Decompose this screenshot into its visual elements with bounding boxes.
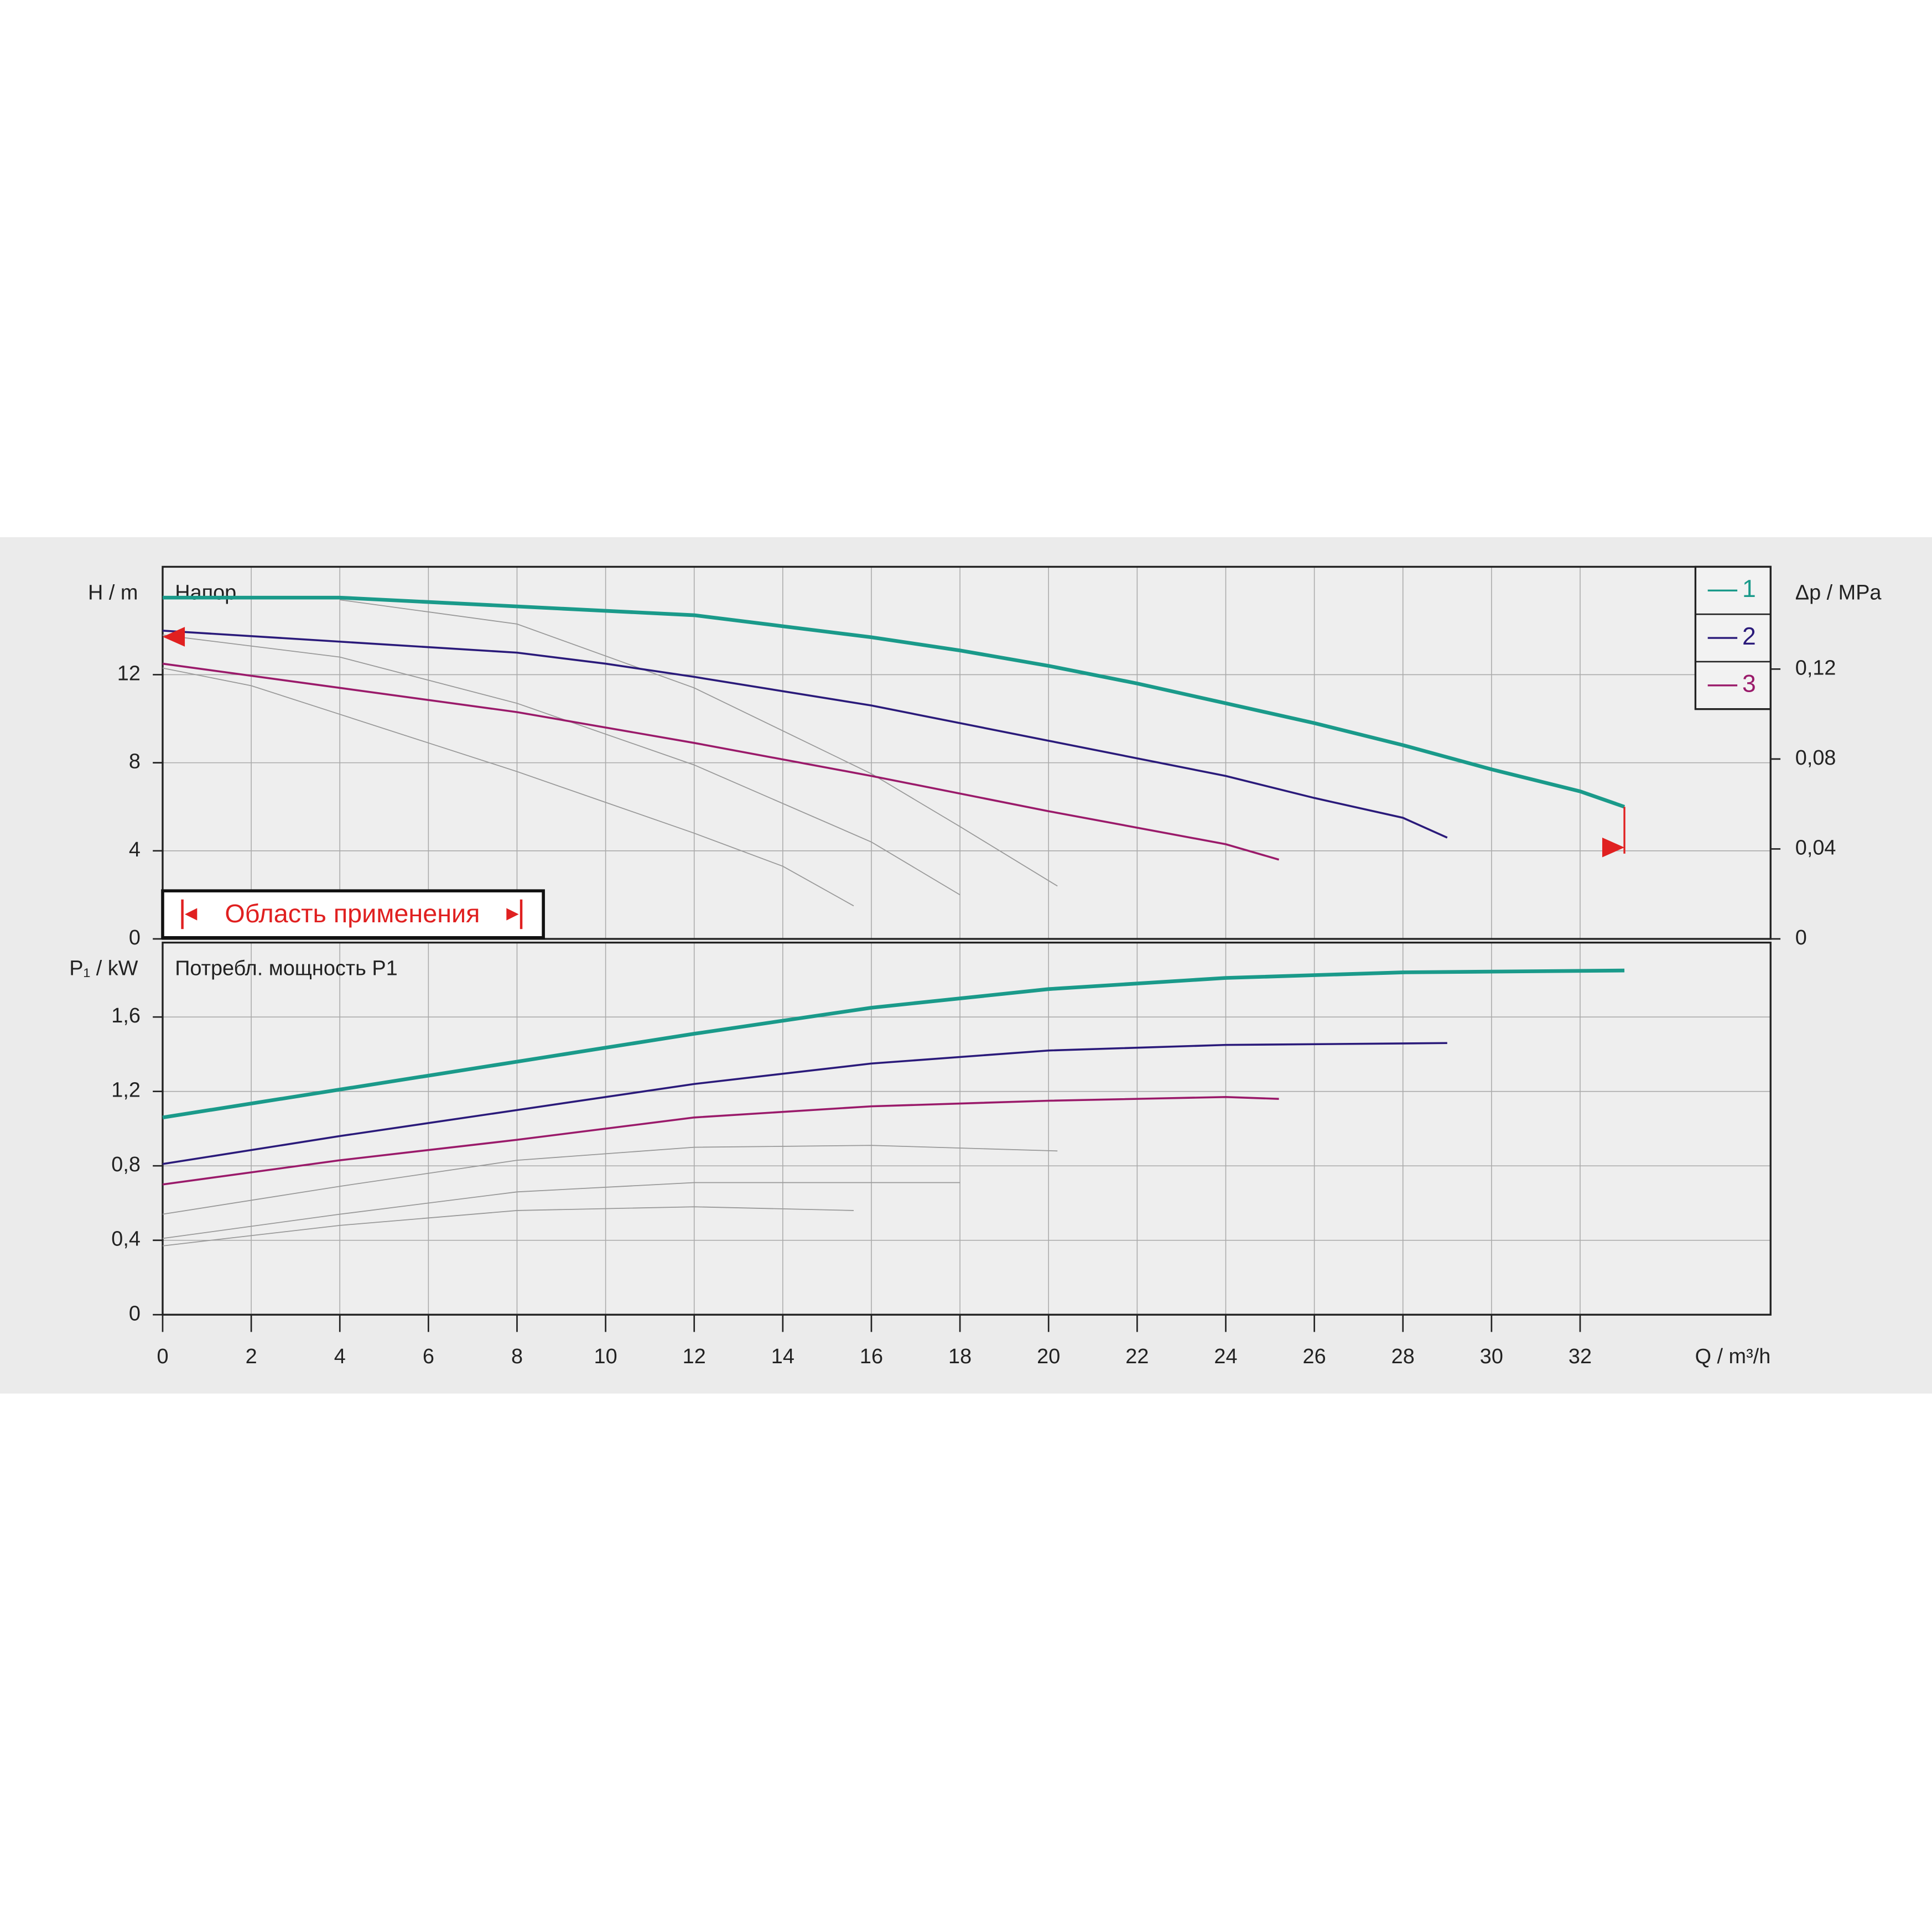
x-tick-label: 12 — [683, 1345, 706, 1368]
y-tick-label: 1,6 — [111, 1004, 141, 1027]
y-tick-label: 0 — [129, 926, 141, 949]
y2-tick-label: 0 — [1795, 926, 1807, 949]
series-line — [162, 1096, 1279, 1186]
y-tick-label: 4 — [129, 838, 141, 861]
x-tick-label: 32 — [1569, 1345, 1592, 1368]
y-tick-label: 0,8 — [111, 1153, 141, 1176]
x-tick-label: 18 — [948, 1345, 972, 1368]
x-tick-label: 4 — [334, 1345, 346, 1368]
legend-label: 2 — [1742, 623, 1756, 650]
x-tick-label: 0 — [157, 1345, 168, 1368]
x-tick-label: 26 — [1303, 1345, 1326, 1368]
range-marker — [162, 627, 185, 647]
series-line — [162, 630, 1448, 839]
panel-label: Напор — [175, 581, 236, 604]
range-marker — [1602, 837, 1625, 858]
series-line — [162, 1042, 1447, 1165]
x-tick-label: 10 — [594, 1345, 617, 1368]
plot-area — [162, 567, 1771, 939]
legend-label: 1 — [1742, 575, 1756, 603]
y-tick-label: 1,2 — [111, 1079, 141, 1102]
x-tick-label: 24 — [1214, 1345, 1237, 1368]
range-arrow — [506, 908, 519, 921]
series-line — [162, 667, 854, 907]
legend-label: 3 — [1742, 671, 1756, 698]
y-axis-label: P₁ / kW — [69, 957, 138, 980]
x-tick-label: 22 — [1125, 1345, 1149, 1368]
series-line — [162, 595, 1625, 809]
series-line — [162, 634, 960, 896]
y-tick-label: 8 — [129, 750, 141, 773]
y2-tick-label: 0,04 — [1795, 836, 1836, 859]
annotation-box — [161, 889, 545, 939]
series-line — [162, 1206, 854, 1247]
annotation-text: Область применения — [225, 899, 480, 928]
x-tick-label: 2 — [246, 1345, 257, 1368]
plot-area — [162, 942, 1771, 1315]
y-tick-label: 0 — [129, 1302, 141, 1325]
x-tick-label: 8 — [511, 1345, 523, 1368]
x-tick-label: 30 — [1480, 1345, 1503, 1368]
x-tick-label: 28 — [1391, 1345, 1415, 1368]
x-tick-label: 14 — [771, 1345, 794, 1368]
plot-border — [162, 942, 1772, 1316]
series-line — [162, 1182, 960, 1239]
x-axis-label: Q / m³/h — [1695, 1345, 1771, 1368]
range-arrow — [185, 908, 198, 921]
x-tick-label: 6 — [423, 1345, 434, 1368]
series-line — [340, 599, 1058, 887]
x-tick-label: 16 — [860, 1345, 883, 1368]
series-line — [162, 968, 1625, 1120]
panel-label: Потребл. мощность P1 — [175, 957, 397, 980]
y2-tick-label: 0,12 — [1795, 656, 1836, 679]
y2-tick-label: 0,08 — [1795, 746, 1836, 770]
series-line — [162, 1145, 1058, 1215]
y-tick-label: 12 — [117, 662, 141, 685]
x-tick-label: 20 — [1037, 1345, 1060, 1368]
plot-border — [162, 565, 1772, 940]
series-line — [162, 662, 1280, 861]
y-tick-label: 0,4 — [111, 1228, 141, 1251]
y2-axis-label: Δp / MPa — [1795, 581, 1882, 604]
y-axis-label: H / m — [88, 581, 138, 604]
